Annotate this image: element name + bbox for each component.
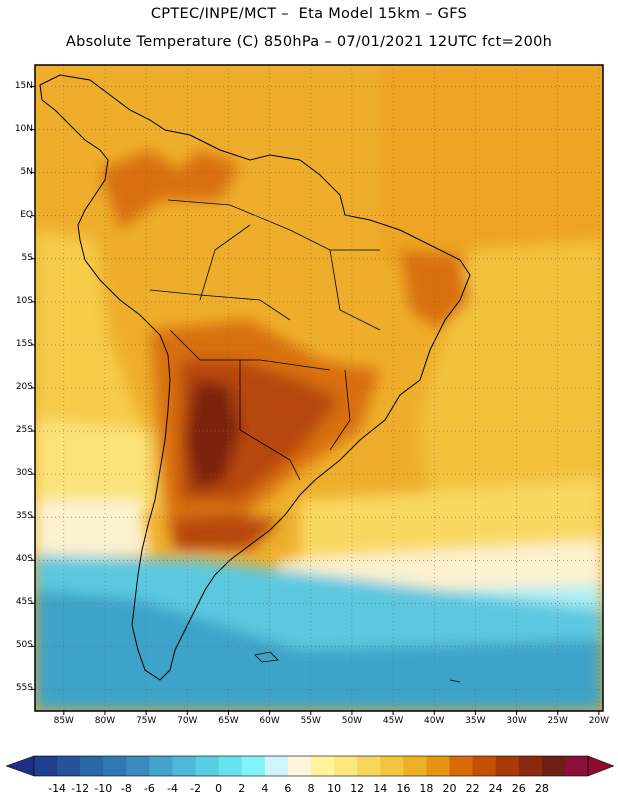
colorbar-label: -2 xyxy=(190,782,202,795)
colorbar-swatch xyxy=(103,756,127,776)
colorbar-swatch xyxy=(218,756,243,776)
colorbar-label: 28 xyxy=(534,782,549,795)
lat-label: 10N xyxy=(14,123,33,134)
colorbar-label: 22 xyxy=(465,782,480,795)
colorbar-swatch xyxy=(541,756,566,776)
colorbar-left-arrow xyxy=(5,755,35,777)
lat-label: 55S xyxy=(15,683,33,694)
colorbar-label: 8 xyxy=(307,782,315,795)
lon-label: 20W xyxy=(588,716,610,726)
colorbar-swatch xyxy=(403,756,427,776)
colorbar-border xyxy=(33,755,589,777)
colorbar-label: 24 xyxy=(488,782,503,795)
lat-label: 25S xyxy=(15,425,33,436)
colorbar-label: 26 xyxy=(511,782,526,795)
colorbar-label: 12 xyxy=(350,782,365,795)
colorbar-label: -10 xyxy=(94,782,113,795)
lon-label: 50W xyxy=(341,716,363,726)
lon-label: 30W xyxy=(506,716,527,726)
colorbar-label: -4 xyxy=(167,782,178,795)
colorbar-label: 6 xyxy=(284,782,292,795)
lon-label: 65W xyxy=(218,716,239,726)
lat-label: 5N xyxy=(20,166,33,177)
lat-label: 40S xyxy=(15,554,33,565)
colorbar-label: 18 xyxy=(419,782,434,795)
colorbar-swatch xyxy=(126,756,150,776)
north-andes-warm xyxy=(100,150,240,230)
colorbar-swatch xyxy=(149,756,173,776)
lon-label: 75W xyxy=(135,716,157,726)
colorbar-label: 14 xyxy=(373,782,388,795)
colorbar-swatch xyxy=(80,756,104,776)
colorbar-swatch xyxy=(311,756,335,776)
colorbar-label: 0 xyxy=(215,782,223,795)
lon-label: 35W xyxy=(465,716,486,726)
colorbar-swatch xyxy=(564,756,589,776)
colorbar xyxy=(5,755,615,777)
colorbar-label: 20 xyxy=(442,782,457,795)
colorbar-swatch xyxy=(426,756,450,776)
atlantic-north-field xyxy=(380,65,603,265)
colorbar-swatch xyxy=(57,756,81,776)
lat-label: 45S xyxy=(15,597,33,608)
southern-ocean-cold xyxy=(35,590,603,711)
lat-label: 10S xyxy=(15,295,33,306)
lat-label: 20S xyxy=(15,382,33,392)
colorbar-swatch xyxy=(34,756,58,776)
lat-label: 50S xyxy=(15,640,33,651)
land-hottest-field xyxy=(185,380,240,490)
colorbar-swatch xyxy=(241,756,266,776)
lon-label: 45W xyxy=(382,716,404,726)
colorbar-swatch xyxy=(357,756,381,776)
lon-label: 60W xyxy=(259,716,280,726)
lon-label: 40W xyxy=(424,716,445,726)
pacific-cream-field xyxy=(35,500,150,560)
south-america-coastline xyxy=(39,74,471,681)
colorbar-swatch xyxy=(449,756,474,776)
lon-label: 80W xyxy=(94,716,116,726)
colorbar-label: 10 xyxy=(327,782,342,795)
lat-label: 5S xyxy=(21,252,33,263)
lat-label: 30S xyxy=(15,468,33,479)
colorbar-swatch xyxy=(380,756,404,776)
country-borders xyxy=(149,199,381,481)
colorbar-label: -6 xyxy=(143,782,155,795)
colorbar-label: -12 xyxy=(71,782,90,795)
colorbar-label: 4 xyxy=(261,782,269,795)
colorbar-swatch xyxy=(195,756,220,776)
colorbar-label: -8 xyxy=(120,782,132,795)
colorbar-swatch xyxy=(172,756,197,776)
lat-label: 15N xyxy=(14,80,33,91)
atlantic-central-field xyxy=(420,240,603,500)
axis-ticks xyxy=(31,86,600,715)
lat-lon-grid xyxy=(35,65,603,711)
colorbar-swatch xyxy=(334,756,358,776)
colorbar-label: 2 xyxy=(238,782,246,795)
lat-label: 15S xyxy=(15,338,33,349)
colorbar-swatch xyxy=(472,756,497,776)
lon-label: 25W xyxy=(547,716,568,726)
title-line-2: Absolute Temperature (C) 850hPa – 07/01/… xyxy=(65,34,553,50)
colorbar-swatch xyxy=(518,756,543,776)
lon-label: 55W xyxy=(300,716,321,726)
title-line-1: CPTEC/INPE/MCT – Eta Model 15km – GFS xyxy=(150,6,468,22)
lon-label: 70W xyxy=(177,716,198,726)
lat-label: 35S xyxy=(15,511,33,522)
colorbar-right-arrow xyxy=(587,755,615,777)
colorbar-label: 16 xyxy=(396,782,411,795)
falkland-islands xyxy=(254,651,279,663)
lon-label: 85W xyxy=(53,716,74,726)
colorbar-swatch xyxy=(495,756,520,776)
colorbar-swatch xyxy=(287,756,312,776)
lat-label: EQ xyxy=(20,209,33,220)
colorbar-swatch xyxy=(264,756,289,776)
patagonia-warm xyxy=(170,515,280,550)
colorbar-label: -14 xyxy=(48,782,67,795)
south-georgia xyxy=(449,679,461,683)
